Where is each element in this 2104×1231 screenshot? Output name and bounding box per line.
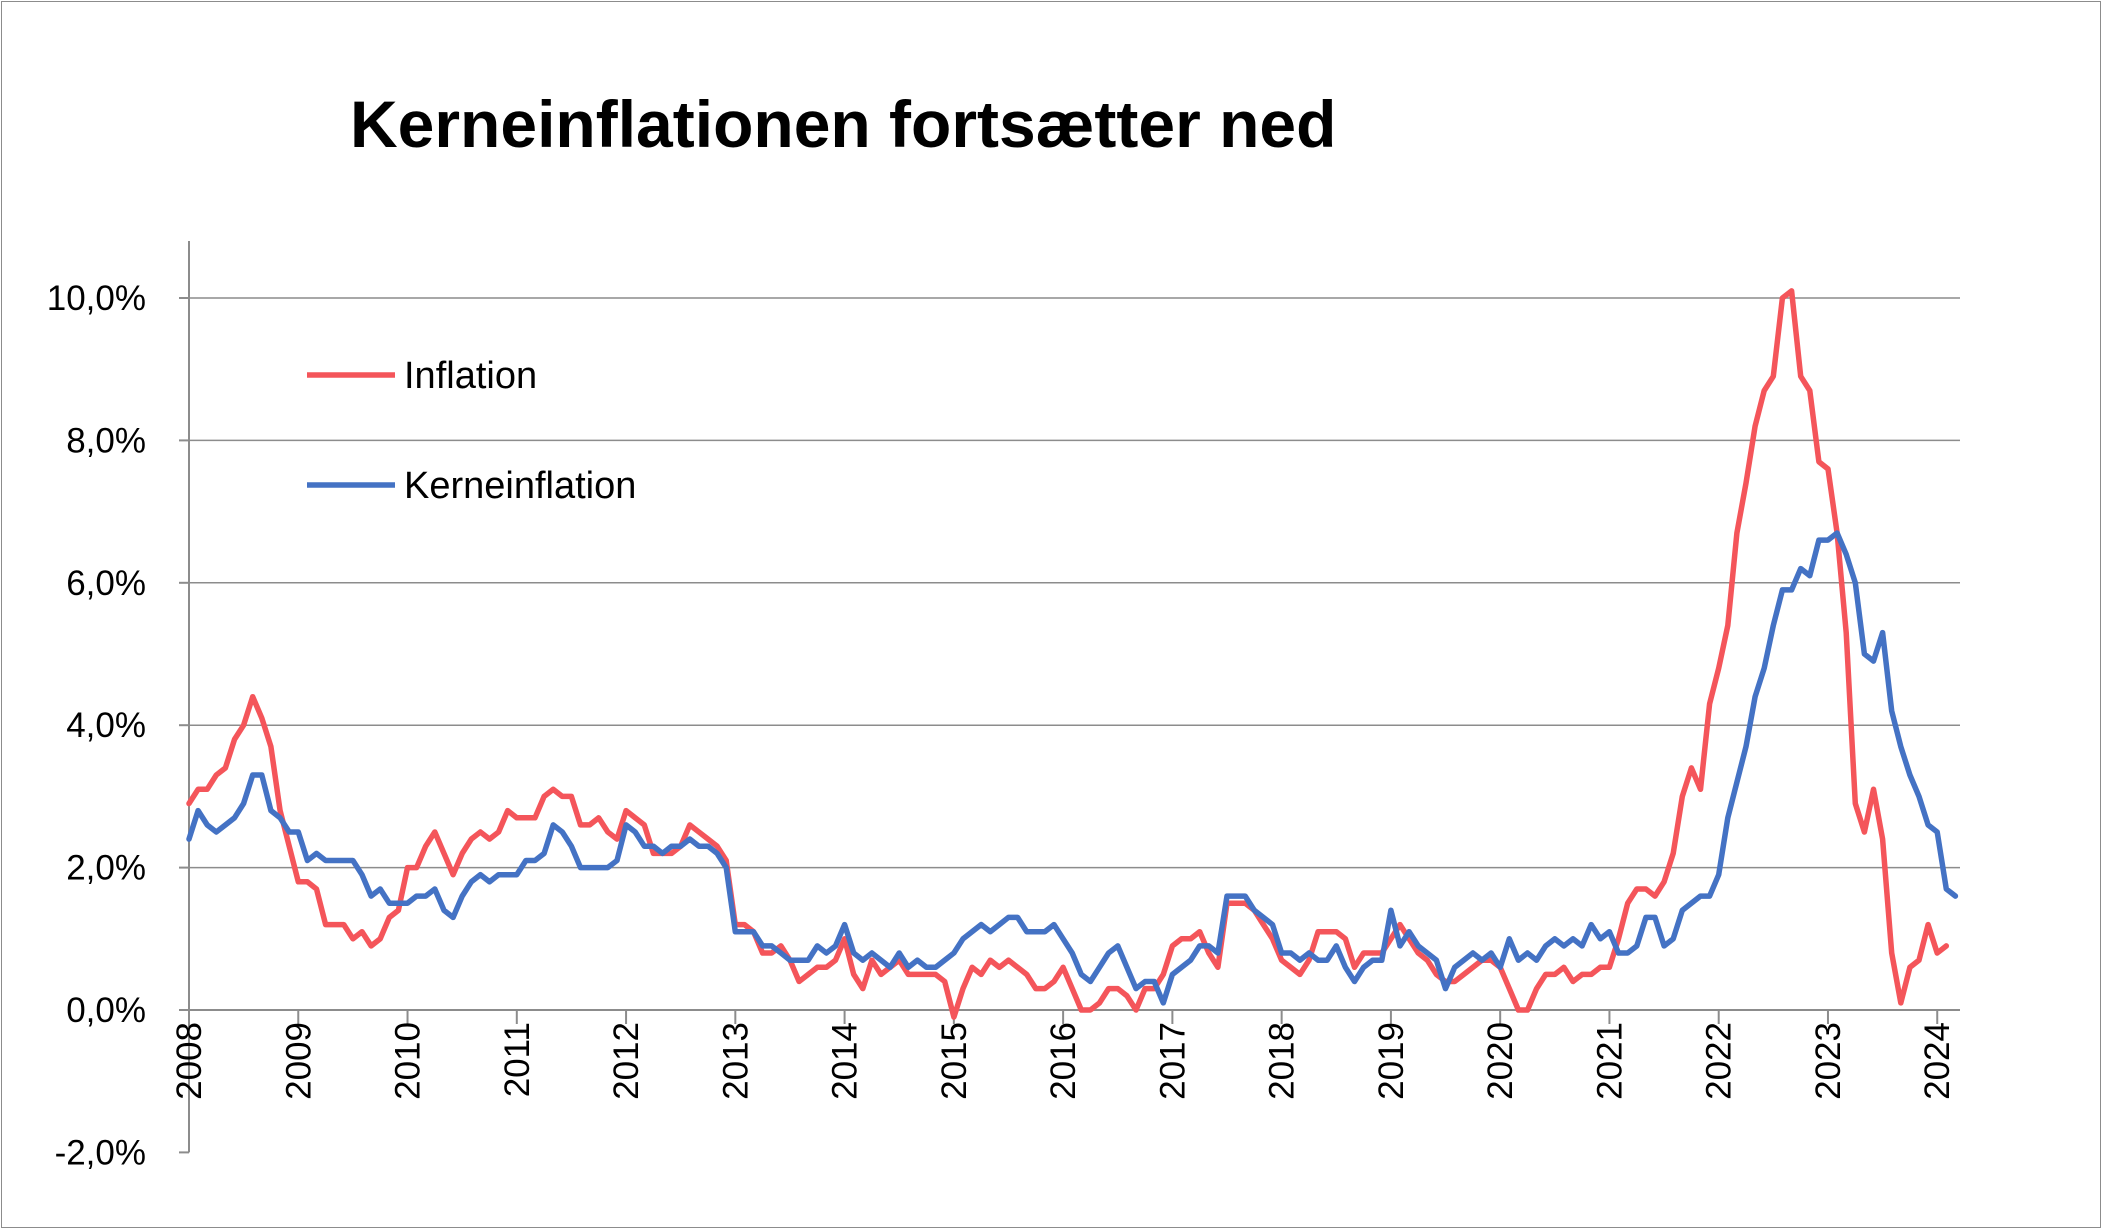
x-tick-label: 2010 bbox=[389, 1022, 428, 1100]
axes bbox=[179, 241, 1960, 1154]
x-tick-label: 2022 bbox=[1700, 1022, 1739, 1100]
legend: Inflation Kerneinflation bbox=[307, 355, 636, 507]
y-tick-label: 10,0% bbox=[47, 279, 146, 318]
y-tick-label: 8,0% bbox=[66, 421, 146, 460]
x-tick-label: 2011 bbox=[498, 1022, 537, 1097]
x-tick-label: 2009 bbox=[279, 1022, 318, 1100]
y-tick-label: 2,0% bbox=[66, 849, 146, 888]
y-tick-label: 6,0% bbox=[66, 564, 146, 603]
series-line-inflation bbox=[186, 288, 1950, 1020]
x-tick-label: 2021 bbox=[1590, 1022, 1629, 1100]
x-tick-label: 2024 bbox=[1918, 1022, 1957, 1100]
legend-label: Inflation bbox=[404, 355, 537, 397]
series-lines bbox=[186, 288, 1959, 1020]
x-tick-label: 2012 bbox=[607, 1022, 646, 1100]
x-tick-label: 2016 bbox=[1044, 1022, 1083, 1100]
y-tick-label: -2,0% bbox=[55, 1133, 146, 1172]
x-tick-label: 2014 bbox=[826, 1022, 865, 1100]
x-axis-tick-labels: 2008 2009 2010 2011 2012 2013 2014 2015 2016 2017… bbox=[170, 1022, 1957, 1100]
chart-title: Kerneinflationen fortsætter ned bbox=[350, 87, 1336, 161]
x-tick-label: 2017 bbox=[1153, 1022, 1192, 1100]
x-tick-label: 2015 bbox=[935, 1022, 974, 1100]
gridlines bbox=[189, 297, 1960, 869]
x-tick-label: 2018 bbox=[1263, 1022, 1302, 1100]
x-tick-label: 2019 bbox=[1372, 1022, 1411, 1100]
y-axis-tick-labels: -2,0% 0,0% 2,0% 4,0% 6,0% 8,0% 10,0% bbox=[47, 279, 146, 1172]
legend-label: Kerneinflation bbox=[404, 465, 636, 507]
y-tick-label: 0,0% bbox=[66, 991, 146, 1030]
x-tick-label: 2020 bbox=[1481, 1022, 1520, 1100]
x-tick-label: 2023 bbox=[1809, 1022, 1848, 1100]
y-tick-label: 4,0% bbox=[66, 706, 146, 745]
x-tick-label: 2013 bbox=[716, 1022, 755, 1100]
series-line-kerneinflation bbox=[186, 530, 1959, 1006]
x-tick-label: 2008 bbox=[170, 1022, 209, 1100]
